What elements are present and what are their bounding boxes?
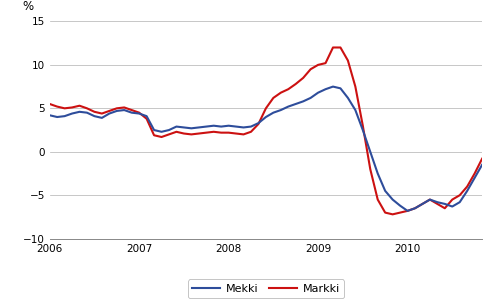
Markki: [270, 96, 276, 100]
Mekki: [479, 163, 485, 167]
Mekki: [367, 150, 373, 154]
Mekki: [114, 109, 120, 113]
Mekki: [47, 114, 53, 117]
Mekki: [270, 111, 276, 114]
Mekki: [405, 209, 411, 213]
Markki: [367, 167, 373, 171]
Markki: [91, 110, 97, 114]
Mekki: [330, 85, 336, 88]
Markki: [159, 135, 165, 139]
Legend: Mekki, Markki: Mekki, Markki: [188, 279, 344, 298]
Markki: [47, 102, 53, 106]
Line: Markki: Markki: [50, 47, 482, 214]
Markki: [114, 106, 120, 110]
Markki: [390, 212, 396, 216]
Mekki: [159, 130, 165, 134]
Markki: [62, 106, 68, 110]
Line: Mekki: Mekki: [50, 87, 482, 211]
Markki: [479, 157, 485, 161]
Mekki: [62, 114, 68, 118]
Mekki: [91, 114, 97, 118]
Markki: [330, 46, 336, 49]
Y-axis label: %: %: [22, 0, 34, 13]
